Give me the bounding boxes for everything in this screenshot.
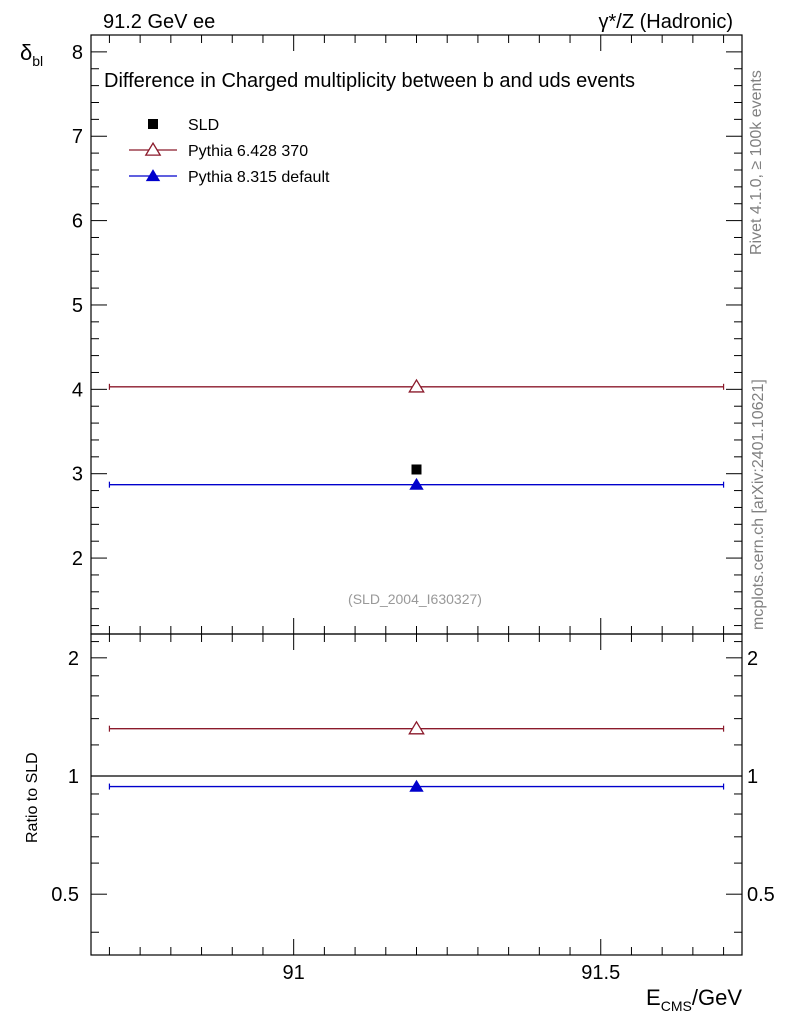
y-tick-label: 5 [72,295,83,317]
mcplots-label: mcplots.cern.ch [arXiv:2401.10621] [750,379,767,630]
y-tick-label: 3 [72,464,83,486]
series-0-point [411,464,422,475]
legend-marker-2 [145,169,161,182]
ratio-panel: 91 91.5 0.5 0.5 1 1 2 2 [51,633,775,984]
y-tick-label: 4 [72,379,83,401]
legend-marker-1 [144,141,162,156]
y-tick-label: 6 [72,211,83,233]
legend: SLD Pythia 6.428 370 Pythia 8.315 default [129,117,330,186]
x-axis-label-main: E [646,985,661,1010]
y-axis-label-main: δ [20,40,32,65]
ratio-y-tick-label: 2 [68,648,79,670]
ratio-y-tick-label-right: 1 [747,766,758,788]
ratio-y-axis-label: Ratio to SLD [24,752,41,843]
legend-label-2: Pythia 8.315 default [188,169,330,186]
main-panel: 2 3 4 5 6 7 8 [72,34,743,635]
series-1-ratio-point [408,720,425,735]
ratio-frame [90,633,743,956]
y-axis-label: δbl [20,40,43,69]
series-2-ratio-point [409,779,424,792]
y-axis-label-sub: bl [32,53,43,69]
y-tick-label: 2 [72,548,83,570]
y-tick-label: 7 [72,126,83,148]
legend-label-0: SLD [188,117,219,134]
series-2-point [409,477,424,490]
chart-title: Difference in Charged multiplicity betwe… [104,70,635,92]
x-tick-label: 91 [283,962,305,984]
legend-marker-0 [148,119,158,129]
x-axis-label-unit: /GeV [692,985,742,1010]
x-axis-label: ECMS/GeV [646,985,742,1014]
series-1-point [408,378,425,393]
ratio-y-tick-label-right: 0.5 [747,884,775,906]
x-axis-label-sub: CMS [661,998,692,1014]
header-energy: 91.2 GeV ee [103,11,215,33]
x-tick-label: 91.5 [581,962,620,984]
ratio-y-tick-label: 1 [68,766,79,788]
analysis-watermark: (SLD_2004_I630327) [348,591,482,607]
header-process: γ*/Z (Hadronic) [599,11,733,33]
legend-label-1: Pythia 6.428 370 [188,143,308,160]
rivet-label: Rivet 4.1.0, ≥ 100k events [748,70,765,255]
ratio-y-tick-label: 0.5 [51,884,79,906]
y-tick-label: 8 [72,42,83,64]
ratio-y-tick-label-right: 2 [747,648,758,670]
